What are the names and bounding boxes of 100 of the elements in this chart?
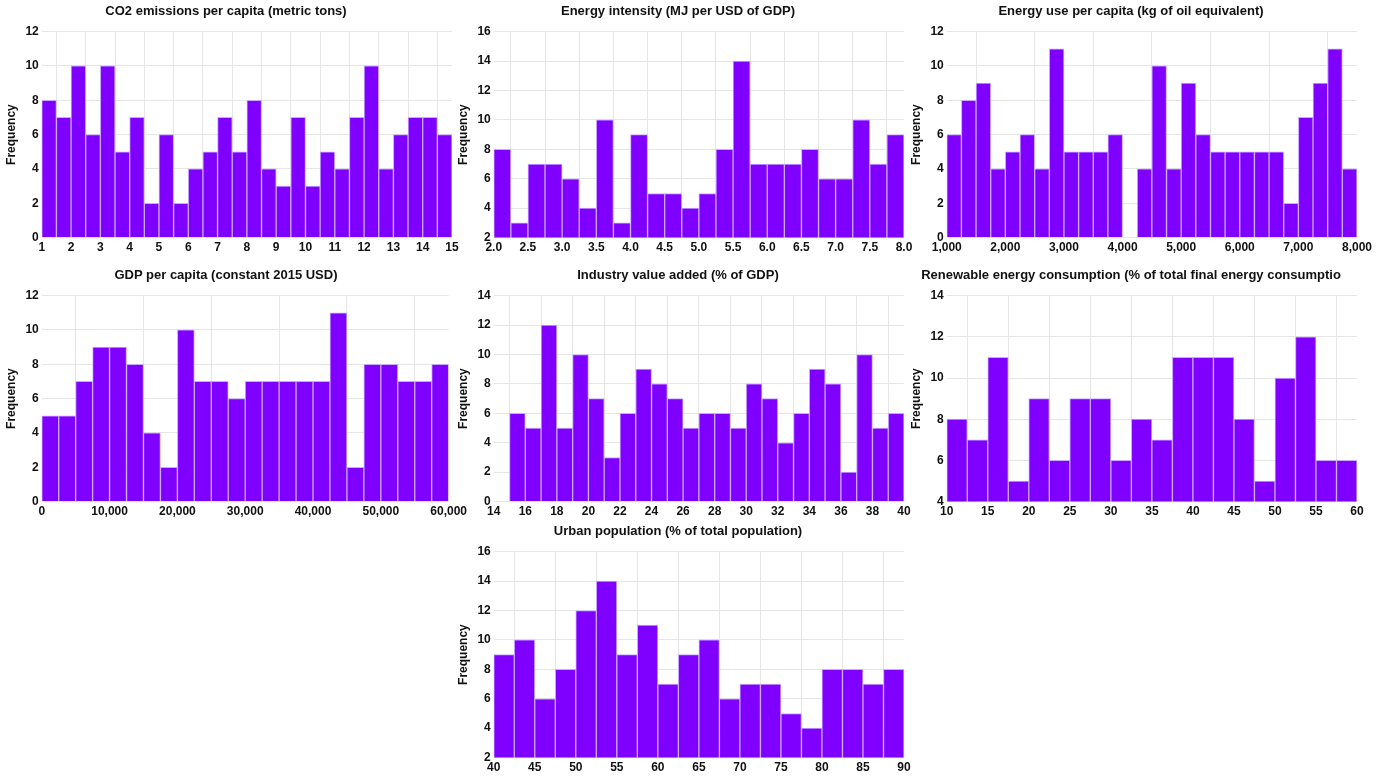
x-tick-label: 10,000 xyxy=(91,504,129,519)
x-tick-label: 6.5 xyxy=(793,240,811,255)
y-tick-label: 6 xyxy=(937,452,945,467)
x-tick-label: 34 xyxy=(802,504,817,519)
y-tick-label: 14 xyxy=(477,287,492,302)
x-tick-label: 22 xyxy=(613,504,627,519)
y-tick-label: 2 xyxy=(937,195,945,210)
x-tick-label: 4,000 xyxy=(1107,240,1138,255)
x-tick-label: 8,000 xyxy=(1341,240,1373,255)
x-tick-label: 12 xyxy=(357,240,372,255)
x-tick-label: 7,000 xyxy=(1283,240,1314,255)
y-tick-label: 14 xyxy=(930,287,945,302)
y-axis-title: Frequency xyxy=(455,367,470,429)
y-tick-label: 8 xyxy=(32,92,40,107)
x-tick-label: 3 xyxy=(97,240,105,255)
y-tick-label: 12 xyxy=(25,287,40,302)
y-tick-label: 6 xyxy=(484,691,492,706)
x-tick-label: 70 xyxy=(733,760,747,775)
x-tick-label: 4.5 xyxy=(656,240,674,255)
chart-title: CO2 emissions per capita (metric tons) xyxy=(105,3,347,19)
x-tick-label: 20 xyxy=(1022,504,1036,519)
x-tick-label: 3.0 xyxy=(553,240,571,255)
chart-title: Industry value added (% of GDP) xyxy=(577,267,779,283)
x-tick-label: 35 xyxy=(1145,504,1159,519)
x-tick-label: 30 xyxy=(1104,504,1118,519)
x-tick-label: 1 xyxy=(38,240,46,255)
x-tick-label: 18 xyxy=(550,504,564,519)
y-tick-label: 8 xyxy=(937,411,945,426)
x-tick-label: 36 xyxy=(834,504,848,519)
x-tick-label: 38 xyxy=(865,504,880,519)
y-tick-label: 10 xyxy=(930,58,945,73)
y-tick-label: 10 xyxy=(25,322,40,337)
y-tick-label: 4 xyxy=(484,435,492,450)
x-tick-label: 50,000 xyxy=(362,504,400,519)
y-tick-label: 4 xyxy=(484,720,492,735)
x-tick-label: 20 xyxy=(581,504,596,519)
y-axis-title: Frequency xyxy=(908,367,923,429)
x-tick-label: 6 xyxy=(184,240,192,255)
y-tick-label: 2 xyxy=(32,459,40,474)
y-tick-label: 8 xyxy=(484,141,492,156)
y-tick-label: 12 xyxy=(477,82,492,97)
y-tick-label: 10 xyxy=(930,370,945,385)
x-tick-label: 7.0 xyxy=(827,240,845,255)
x-tick-label: 15 xyxy=(981,504,995,519)
y-tick-label: 0 xyxy=(32,229,40,244)
y-tick-label: 2 xyxy=(32,195,40,210)
x-tick-label: 10 xyxy=(298,240,313,255)
chart-title: Energy use per capita (kg of oil equivalent) xyxy=(998,3,1264,19)
x-tick-label: 24 xyxy=(644,504,659,519)
chart-title: Energy intensity (MJ per USD of GDP) xyxy=(560,3,796,19)
y-tick-label: 6 xyxy=(937,126,945,141)
y-tick-label: 14 xyxy=(477,53,492,68)
y-tick-label: 6 xyxy=(484,405,492,420)
x-tick-label: 40 xyxy=(487,760,501,775)
y-tick-label: 10 xyxy=(477,632,492,647)
x-tick-label: 4.0 xyxy=(622,240,640,255)
y-tick-label: 6 xyxy=(32,126,40,141)
x-tick-label: 50 xyxy=(1268,504,1282,519)
x-tick-label: 2 xyxy=(67,240,75,255)
x-tick-label: 26 xyxy=(676,504,691,519)
y-axis-title: Frequency xyxy=(908,103,923,165)
y-tick-label: 6 xyxy=(32,390,40,405)
x-tick-label: 60,000 xyxy=(430,504,468,519)
y-tick-label: 8 xyxy=(937,92,945,107)
x-tick-label: 8 xyxy=(243,240,251,255)
y-tick-label: 4 xyxy=(937,161,945,176)
x-tick-label: 75 xyxy=(774,760,788,775)
y-tick-label: 16 xyxy=(477,543,492,558)
x-tick-label: 28 xyxy=(707,504,722,519)
x-tick-label: 16 xyxy=(518,504,533,519)
x-tick-label: 6,000 xyxy=(1224,240,1256,255)
y-axis-title: Frequency xyxy=(455,623,470,685)
x-tick-label: 90 xyxy=(897,760,911,775)
y-tick-label: 14 xyxy=(477,573,492,588)
y-tick-label: 4 xyxy=(484,200,492,215)
x-tick-label: 55 xyxy=(1309,504,1323,519)
x-tick-label: 11 xyxy=(328,240,342,255)
x-tick-label: 20,000 xyxy=(159,504,197,519)
y-axis-title: Frequency xyxy=(3,103,18,165)
x-tick-label: 14 xyxy=(416,240,430,255)
chart-title: Renewable energy consumption (% of total final energy consumptio xyxy=(921,267,1341,283)
y-tick-label: 10 xyxy=(477,346,492,361)
x-tick-label: 60 xyxy=(1350,504,1364,519)
x-tick-label: 2.5 xyxy=(519,240,537,255)
x-tick-label: 85 xyxy=(856,760,870,775)
y-tick-label: 12 xyxy=(25,23,40,38)
x-tick-label: 45 xyxy=(528,760,542,775)
x-tick-label: 13 xyxy=(386,240,401,255)
x-tick-label: 15 xyxy=(445,240,459,255)
x-tick-label: 2.0 xyxy=(485,240,503,255)
x-tick-label: 5.0 xyxy=(690,240,708,255)
x-tick-label: 30,000 xyxy=(226,504,264,519)
x-tick-label: 8.0 xyxy=(895,240,913,255)
x-tick-label: 50 xyxy=(569,760,583,775)
y-tick-label: 0 xyxy=(484,493,492,508)
x-tick-label: 6.0 xyxy=(758,240,776,255)
y-tick-label: 12 xyxy=(930,23,945,38)
x-tick-label: 32 xyxy=(771,504,785,519)
x-tick-label: 5,000 xyxy=(1166,240,1197,255)
x-tick-label: 3,000 xyxy=(1048,240,1080,255)
